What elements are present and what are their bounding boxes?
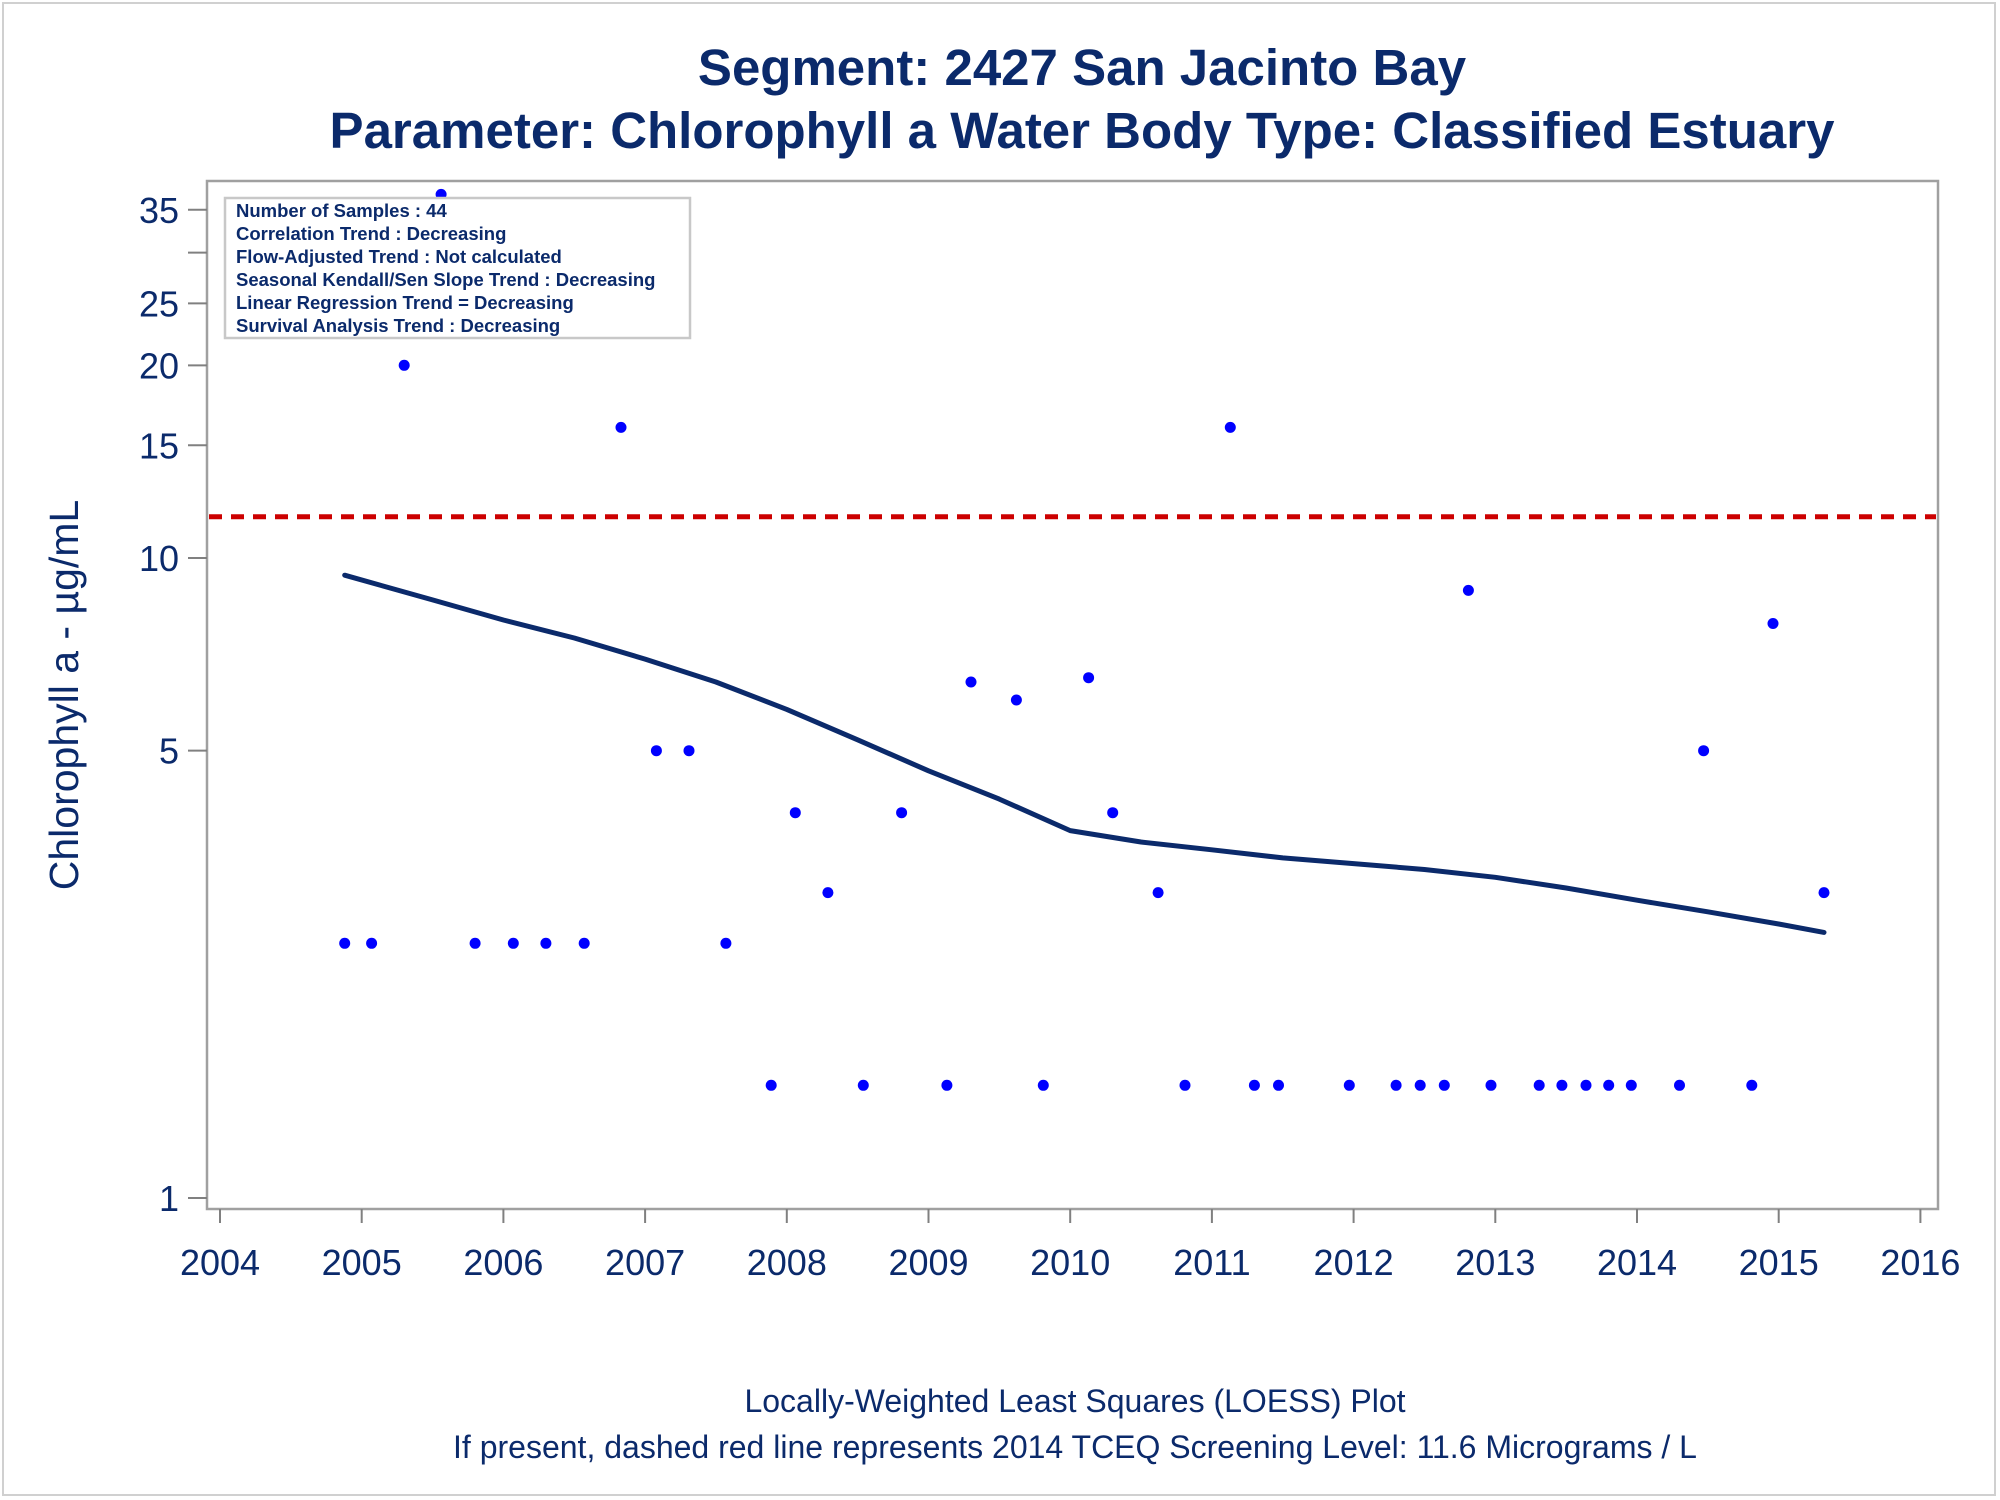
x-tick-label: 2015	[1739, 1242, 1819, 1283]
data-point	[366, 937, 378, 949]
stats-survival-analysis-trend: Survival Analysis Trend : Decreasing	[236, 315, 560, 336]
x-axis: 2004 2005 2006 2007 2008 2009 2010 2011 2012 2013…	[180, 1209, 1960, 1283]
data-point	[339, 937, 351, 949]
data-point	[469, 937, 481, 949]
stats-box-border	[223, 196, 692, 340]
data-point	[965, 676, 977, 688]
x-tick-label: 2004	[180, 1242, 260, 1283]
loess-curve	[342, 572, 1827, 935]
data-points	[339, 188, 1830, 1091]
x-tick-label: 2007	[605, 1242, 685, 1283]
data-point	[683, 745, 695, 757]
y-tick-label: 10	[139, 538, 179, 579]
stats-linear-regression-trend: Linear Regression Trend = Decreasing	[236, 292, 574, 313]
data-point	[941, 1079, 953, 1091]
stats-samples: Number of Samples : 44	[236, 200, 447, 221]
y-axis-label: Chlorophyll a - µg/mL	[41, 500, 87, 891]
data-point	[1818, 887, 1830, 899]
data-point	[1083, 672, 1095, 684]
footnote-loess: Locally-Weighted Least Squares (LOESS) P…	[744, 1383, 1405, 1419]
data-point	[1746, 1079, 1758, 1091]
loess-curve-layer	[342, 572, 1827, 935]
data-point	[650, 745, 662, 757]
data-point	[1603, 1079, 1615, 1091]
data-point	[540, 937, 552, 949]
y-tick-label: 25	[139, 283, 179, 324]
y-tick-label: 5	[159, 731, 179, 772]
x-tick-label: 2014	[1597, 1242, 1677, 1283]
x-tick-label: 2009	[888, 1242, 968, 1283]
data-point	[1248, 1079, 1260, 1091]
x-tick-label: 2011	[1173, 1242, 1250, 1283]
data-point	[1533, 1079, 1545, 1091]
data-point	[398, 359, 410, 371]
data-point	[1010, 694, 1022, 706]
data-point	[1343, 1079, 1355, 1091]
footnote-screening-level: If present, dashed red line represents 2…	[453, 1429, 1697, 1465]
data-point	[1390, 1079, 1402, 1091]
x-tick-label: 2010	[1030, 1242, 1110, 1283]
chart-subtitle: Parameter: Chlorophyll a Water Body Type…	[330, 102, 1836, 159]
stats-correlation-trend: Correlation Trend : Decreasing	[236, 223, 506, 244]
x-tick-label: 2013	[1455, 1242, 1535, 1283]
chart-title: Segment: 2427 San Jacinto Bay	[698, 39, 1467, 96]
data-point	[1414, 1079, 1426, 1091]
y-tick-label: 35	[139, 190, 179, 231]
plot-area	[205, 179, 1940, 1211]
data-point	[765, 1079, 777, 1091]
data-point	[578, 937, 590, 949]
data-point	[1485, 1079, 1497, 1091]
data-point	[1107, 807, 1119, 819]
data-point	[1674, 1079, 1685, 1091]
data-point	[1698, 745, 1710, 757]
data-point	[1462, 584, 1474, 596]
data-point	[1179, 1079, 1191, 1091]
y-tick-label: 15	[139, 425, 179, 466]
data-point	[896, 807, 908, 819]
data-point	[857, 1079, 869, 1091]
stats-box: Number of Samples : 44 Correlation Trend…	[223, 196, 692, 340]
data-point	[1152, 887, 1164, 899]
data-point	[822, 887, 834, 899]
data-point	[1273, 1079, 1284, 1091]
data-point	[1767, 618, 1779, 629]
y-tick-label: 20	[139, 345, 179, 386]
x-tick-label: 2006	[463, 1242, 543, 1283]
stats-flow-adjusted-trend: Flow-Adjusted Trend : Not calculated	[236, 246, 562, 267]
data-point	[1580, 1079, 1592, 1091]
data-point	[789, 807, 801, 819]
data-point	[720, 937, 732, 949]
x-tick-label: 2012	[1314, 1242, 1394, 1283]
data-point	[615, 421, 627, 433]
data-point	[507, 937, 519, 949]
x-tick-label: 2008	[747, 1242, 827, 1283]
data-point	[1224, 421, 1236, 433]
data-point	[1625, 1079, 1637, 1091]
data-point	[1438, 1079, 1450, 1091]
x-tick-label: 2016	[1880, 1242, 1960, 1283]
data-point	[1556, 1079, 1568, 1091]
data-point	[1037, 1079, 1049, 1091]
stats-seasonal-kendall-trend: Seasonal Kendall/Sen Slope Trend : Decre…	[236, 269, 655, 290]
y-tick-label: 1	[159, 1178, 179, 1219]
x-tick-label: 2005	[322, 1242, 402, 1283]
